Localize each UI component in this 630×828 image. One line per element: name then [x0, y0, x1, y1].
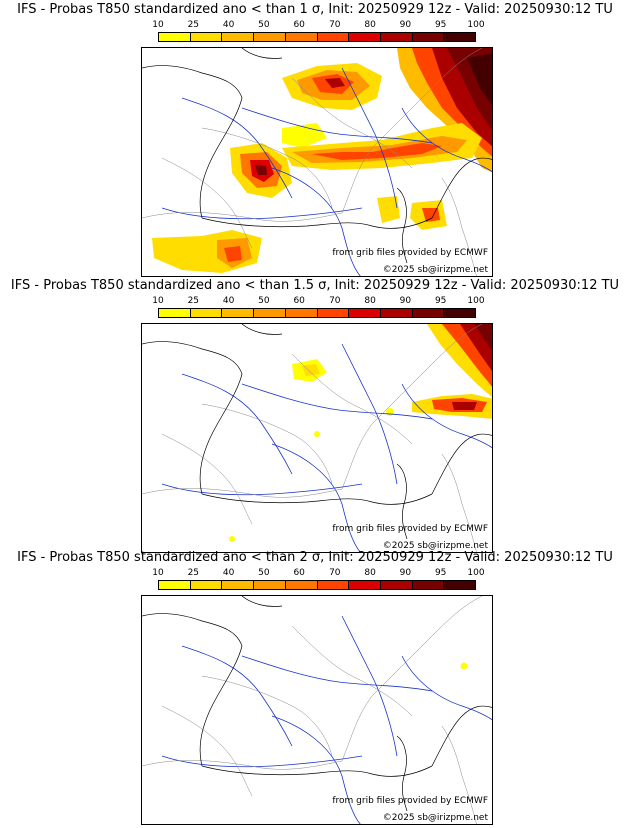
map-panel-2-sigma: IFS - Probas T850 standardized ano < tha… [0, 548, 630, 825]
colorbar-tick: 60 [293, 296, 305, 306]
coastline-layer [142, 324, 492, 540]
source-credit: from grib files provided by ECMWF [332, 796, 488, 806]
source-credit: from grib files provided by ECMWF [332, 248, 488, 258]
colorbar-swatch-0 [159, 309, 191, 317]
probability-colorbar [158, 308, 476, 318]
colorbar-tick: 70 [329, 296, 341, 306]
colorbar-swatch-4 [285, 33, 318, 41]
colorbar-swatch-9 [444, 33, 476, 41]
colorbar-tick: 95 [434, 296, 447, 306]
colorbar-swatch-6 [349, 309, 381, 317]
colorbar-tick: 80 [364, 568, 376, 578]
colorbar-swatch-1 [190, 33, 223, 41]
colorbar-tick: 10 [152, 296, 164, 306]
rivers-layer [161, 615, 492, 824]
colorbar-tick: 70 [329, 568, 341, 578]
colorbar-swatch-5 [317, 33, 350, 41]
borders-layer [142, 48, 483, 276]
probability-shading [460, 662, 468, 670]
colorbar-tick: 40 [222, 20, 235, 30]
colorbar-swatch-7 [380, 581, 413, 589]
colorbar-swatch-6 [349, 33, 381, 41]
colorbar-swatch-3 [254, 581, 286, 589]
map-panel-1-sigma: IFS - Probas T850 standardized ano < tha… [0, 0, 630, 277]
colorbar-tick: 100 [467, 296, 485, 306]
colorbar-swatch-5 [317, 581, 350, 589]
colorbar-tick: 50 [258, 296, 270, 306]
colorbar-tick: 60 [293, 568, 305, 578]
colorbar-swatch-2 [222, 581, 255, 589]
colorbar-tick: 70 [329, 20, 341, 30]
map-canvas: from grib files provided by ECMWF ©2025 … [142, 48, 492, 276]
colorbar-tick: 90 [399, 20, 412, 30]
colorbar-swatch-5 [317, 309, 350, 317]
borders-layer [142, 596, 483, 824]
colorbar-swatch-2 [222, 33, 255, 41]
colorbar-tick-labels: 10 25 40 50 60 70 80 90 95 100 [152, 296, 484, 308]
copyright-credit: ©2025 sb@irizpme.net [383, 813, 489, 823]
colorbar-tick: 40 [222, 568, 235, 578]
colorbar-swatch-1 [190, 309, 223, 317]
colorbar-swatch-9 [444, 581, 476, 589]
map-canvas: from grib files provided by ECMWF ©2025 … [142, 596, 492, 824]
colorbar-tick: 40 [222, 296, 235, 306]
colorbar-swatch-2 [222, 309, 255, 317]
colorbar-swatch-3 [254, 33, 286, 41]
colorbar-tick: 50 [258, 568, 270, 578]
colorbar-tick: 90 [399, 296, 412, 306]
colorbar-swatch-0 [159, 581, 191, 589]
colorbar-tick: 95 [434, 20, 447, 30]
colorbar-tick: 50 [258, 20, 270, 30]
colorbar-swatch-7 [380, 33, 413, 41]
probability-colorbar [158, 580, 476, 590]
panel-title: IFS - Probas T850 standardized ano < tha… [17, 550, 613, 565]
colorbar-tick: 60 [293, 20, 305, 30]
colorbar-tick: 100 [467, 568, 485, 578]
source-credit: from grib files provided by ECMWF [332, 524, 488, 534]
borders-layer [142, 324, 483, 552]
copyright-credit: ©2025 sb@irizpme.net [383, 541, 489, 551]
colorbar-swatch-0 [159, 33, 191, 41]
probability-map: from grib files provided by ECMWF ©2025 … [141, 595, 493, 825]
colorbar-swatch-8 [412, 33, 445, 41]
map-panel-1-5-sigma: IFS - Probas T850 standardized ano < tha… [0, 276, 630, 553]
colorbar-tick: 90 [399, 568, 412, 578]
colorbar-swatch-7 [380, 309, 413, 317]
colorbar-tick: 80 [364, 20, 376, 30]
probability-map: from grib files provided by ECMWF ©2025 … [141, 323, 493, 553]
rivers-layer [161, 343, 492, 552]
colorbar-tick: 80 [364, 296, 376, 306]
colorbar-tick-labels: 10 25 40 50 60 70 80 90 95 100 [152, 568, 484, 580]
colorbar-tick: 25 [187, 20, 200, 30]
panel-title: IFS - Probas T850 standardized ano < tha… [17, 2, 613, 17]
colorbar-tick: 95 [434, 568, 447, 578]
colorbar-swatch-9 [444, 309, 476, 317]
colorbar-tick: 10 [152, 20, 164, 30]
colorbar-tick: 25 [187, 568, 200, 578]
colorbar-swatch-6 [349, 581, 381, 589]
colorbar-swatch-8 [412, 581, 445, 589]
colorbar-tick: 10 [152, 568, 164, 578]
panel-title: IFS - Probas T850 standardized ano < tha… [10, 278, 620, 293]
colorbar-tick: 100 [467, 20, 485, 30]
colorbar-swatch-4 [285, 309, 318, 317]
rivers-layer [161, 67, 492, 276]
colorbar-swatch-3 [254, 309, 286, 317]
colorbar-swatch-8 [412, 309, 445, 317]
colorbar-swatch-1 [190, 581, 223, 589]
coastline-layer [142, 596, 492, 812]
probability-colorbar [158, 32, 476, 42]
coastline-layer [142, 48, 492, 264]
colorbar-tick-labels: 10 25 40 50 60 70 80 90 95 100 [152, 20, 484, 32]
map-canvas: from grib files provided by ECMWF ©2025 … [142, 324, 492, 552]
colorbar-swatch-4 [285, 581, 318, 589]
probability-shading [229, 324, 492, 542]
copyright-credit: ©2025 sb@irizpme.net [383, 265, 489, 275]
colorbar-tick: 25 [187, 296, 200, 306]
probability-shading [152, 48, 492, 273]
probability-map: from grib files provided by ECMWF ©2025 … [141, 47, 493, 277]
